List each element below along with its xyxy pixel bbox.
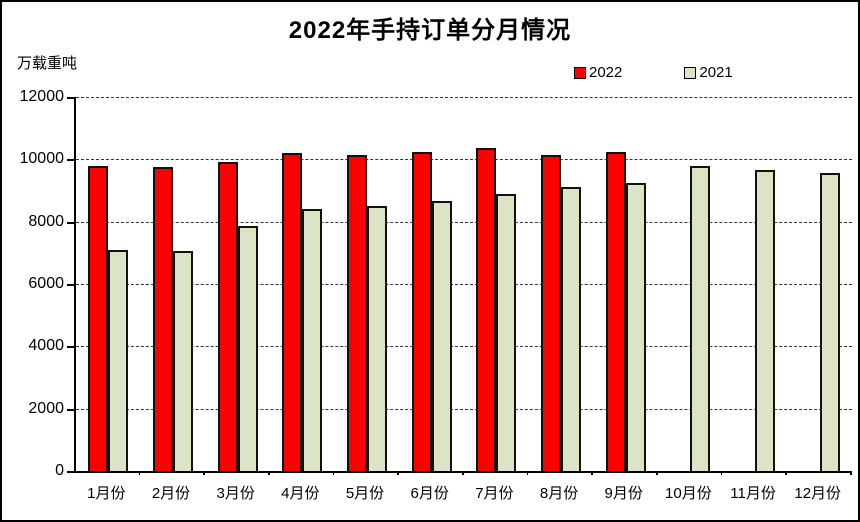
- legend-item-2022: 2022: [574, 64, 622, 81]
- bar-group-10月份: [658, 97, 723, 471]
- y-tick-label-8000: 8000: [28, 212, 64, 230]
- bar-2021-1月份: [108, 249, 129, 471]
- x-tick-mark-10: [720, 471, 723, 475]
- bar-group-6月份: [399, 97, 464, 471]
- plot-area: [74, 97, 852, 473]
- legend-label-2021: 2021: [699, 64, 733, 81]
- x-tick-mark-7: [526, 471, 529, 475]
- bar-groups: [76, 97, 852, 471]
- bar-2022-6月份: [411, 151, 432, 471]
- gridline-12000: [76, 97, 852, 98]
- legend-label-2022: 2022: [589, 64, 623, 81]
- x-tick-mark-5: [397, 471, 399, 475]
- y-tick-label-10000: 10000: [19, 150, 65, 168]
- legend: 2022 2021: [574, 64, 733, 81]
- y-tick-mark-0: [67, 471, 74, 473]
- x-tick-mark-1: [138, 471, 141, 475]
- y-tick-mark-6000: [67, 284, 74, 286]
- x-label-7月份: 7月份: [475, 485, 514, 502]
- bar-2021-4月份: [302, 209, 323, 471]
- bar-2022-3月份: [217, 162, 238, 471]
- x-tick-mark-3: [268, 471, 270, 475]
- x-label-8月份: 8月份: [539, 485, 579, 502]
- bar-2022-9月份: [605, 151, 626, 471]
- bar-2022-1月份: [88, 165, 109, 471]
- bar-group-8月份: [529, 97, 594, 471]
- legend-item-2021: 2021: [684, 64, 733, 81]
- x-label-11月份: 11月份: [730, 485, 776, 502]
- y-tick-label-4000: 4000: [28, 337, 64, 355]
- bar-2021-11月份: [755, 170, 776, 471]
- y-tick-label-0: 0: [55, 462, 64, 479]
- bar-group-11月份: [723, 97, 788, 471]
- x-tick-mark-12: [850, 471, 852, 475]
- gridline-10000: [76, 159, 852, 161]
- bar-2021-7月份: [496, 193, 517, 471]
- bar-2021-6月份: [431, 201, 452, 471]
- x-tick-mark-8: [591, 471, 593, 475]
- legend-swatch-2022-icon: [574, 66, 586, 79]
- bar-2022-7月份: [476, 148, 497, 471]
- x-tick-mark-9: [656, 471, 658, 475]
- bar-group-5月份: [335, 97, 400, 471]
- bar-group-3月份: [205, 97, 270, 471]
- bar-2022-2月份: [153, 167, 173, 471]
- bar-group-9月份: [593, 97, 658, 471]
- y-tick-label-12000: 12000: [19, 88, 65, 105]
- bar-group-7月份: [464, 97, 529, 471]
- bar-2021-8月份: [561, 187, 582, 471]
- x-label-5月份: 5月份: [345, 485, 385, 502]
- y-tick-mark-8000: [67, 221, 74, 224]
- bar-2021-5月份: [367, 206, 388, 471]
- y-tick-mark-4000: [67, 346, 74, 349]
- x-label-3月份: 3月份: [216, 485, 255, 502]
- bar-2021-12月份: [819, 173, 840, 471]
- y-tick-mark-10000: [67, 159, 74, 162]
- chart-title: 2022年手持订单分月情况: [288, 17, 572, 44]
- bar-group-4月份: [270, 97, 335, 471]
- gridline-8000: [76, 221, 852, 223]
- x-label-6月份: 6月份: [410, 485, 449, 502]
- x-axis-labels: 1月份 2月份 3月份 4月份 5月份 6月份 7月份 8月份 9月份 10月份 11月份 12月份: [74, 482, 850, 503]
- x-label-1月份: 1月份: [87, 485, 126, 502]
- x-label-9月份: 9月份: [604, 485, 643, 502]
- bar-group-12月份: [787, 97, 852, 471]
- legend-swatch-2021-icon: [684, 66, 697, 79]
- x-label-10月份: 10月份: [665, 485, 712, 502]
- x-tick-mark-6: [462, 471, 464, 475]
- bar-2022-5月份: [347, 154, 368, 471]
- bar-2021-10月份: [690, 165, 711, 471]
- bar-2021-9月份: [625, 182, 646, 471]
- y-tick-mark-2000: [67, 408, 74, 411]
- bar-2022-4月份: [282, 153, 303, 471]
- y-tick-label-2000: 2000: [28, 399, 64, 417]
- bar-2022-8月份: [541, 154, 562, 471]
- x-tick-mark-11: [785, 471, 787, 475]
- x-tick-mark-4: [332, 471, 335, 475]
- x-tick-mark-2: [203, 471, 205, 475]
- y-tick-mark-12000: [67, 97, 74, 99]
- gridline-4000: [76, 346, 852, 348]
- x-label-2月份: 2月份: [151, 485, 191, 502]
- bar-2021-3月份: [237, 226, 258, 471]
- bar-group-1月份: [76, 97, 141, 471]
- x-label-12月份: 12月份: [794, 485, 842, 502]
- y-axis-unit-label: 万载重吨: [17, 55, 78, 72]
- gridline-2000: [76, 408, 852, 410]
- x-label-4月份: 4月份: [281, 485, 320, 502]
- bar-group-2月份: [141, 97, 206, 471]
- bar-2021-2月份: [173, 251, 193, 471]
- y-tick-label-6000: 6000: [28, 275, 64, 292]
- gridline-6000: [76, 284, 852, 285]
